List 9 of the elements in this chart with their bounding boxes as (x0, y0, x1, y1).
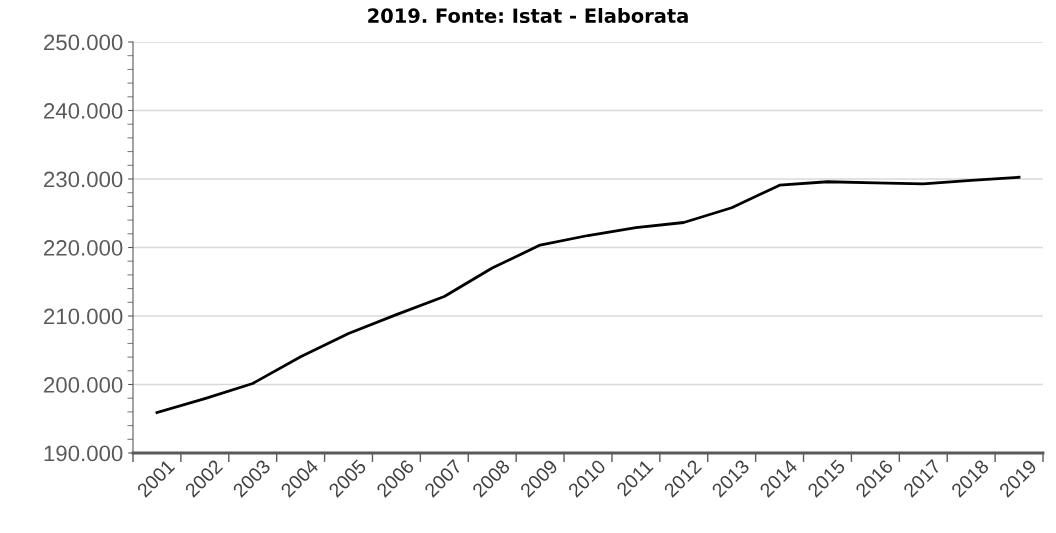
y-tick-label: 230.000 (44, 171, 123, 188)
y-tick-label: 220.000 (44, 240, 123, 256)
y-tick-label: 210.000 (44, 308, 123, 325)
y-tick-label: 190.000 (44, 445, 123, 462)
y-tick-label: 200.000 (44, 377, 123, 393)
y-tick-label: 250.000 (44, 34, 123, 51)
line-series (155, 175, 1021, 414)
chart-title: 2019. Fonte: Istat - Elaborata (368, 7, 688, 24)
y-tick-label: 240.000 (44, 103, 123, 119)
